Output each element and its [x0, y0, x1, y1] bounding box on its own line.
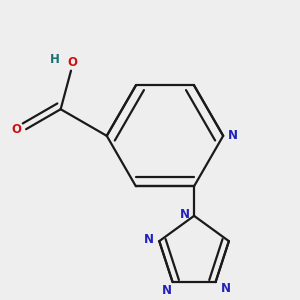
Text: N: N: [220, 281, 231, 295]
Text: N: N: [228, 129, 238, 142]
Text: N: N: [162, 284, 172, 297]
Text: O: O: [12, 123, 22, 136]
Text: O: O: [68, 56, 78, 69]
Text: N: N: [144, 233, 154, 246]
Text: H: H: [50, 53, 59, 66]
Text: N: N: [180, 208, 190, 221]
